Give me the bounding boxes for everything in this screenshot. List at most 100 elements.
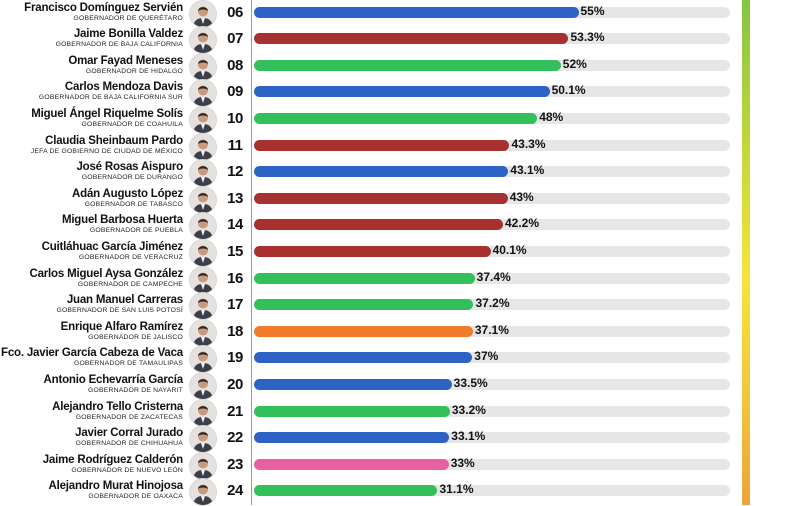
ranking-row: Omar Fayad Meneses GOBERNADOR DE HIDALGO 0…	[0, 53, 800, 81]
rank-number: 22	[227, 429, 243, 447]
ranking-row: Fco. Javier García Cabeza de Vaca GOBERNA…	[0, 346, 800, 373]
value-label: 37.2%	[475, 296, 510, 311]
value-label: 31.1%	[439, 482, 474, 497]
governor-name: Miguel Ángel Riquelme Solís	[31, 107, 183, 120]
rank-number: 16	[227, 269, 243, 287]
governor-name: Claudia Sheinbaum Pardo	[45, 134, 183, 147]
governor-name: Carlos Mendoza Davis	[64, 81, 183, 94]
value-label: 43.3%	[511, 136, 546, 151]
governor-name: Fco. Javier García Cabeza de Vaca	[1, 347, 183, 360]
ranking-row: Juan Manuel Carreras GOBERNADOR DE SAN LU…	[0, 293, 800, 320]
rank-number: 19	[227, 349, 243, 367]
approval-bar	[254, 6, 579, 18]
ranking-row: Miguel Barbosa Huerta GOBERNADOR DE PUEBL…	[0, 213, 800, 240]
governor-role: GOBERNADOR DE ZACATECAS	[75, 413, 183, 421]
governor-name: Miguel Barbosa Huerta	[61, 214, 183, 227]
governor-name: Adán Augusto López	[72, 187, 183, 200]
approval-bar	[254, 352, 473, 364]
approval-bar	[254, 245, 491, 257]
bar-track	[254, 352, 730, 364]
governor-name: Jaime Rodríguez Calderón	[42, 453, 183, 466]
avatar	[190, 160, 216, 187]
rank-number: 15	[227, 242, 243, 260]
avatar	[190, 186, 216, 213]
ranking-row: Miguel Ángel Riquelme Solís GOBERNADOR DE…	[0, 106, 800, 134]
governor-name: Cuitláhuac García Jiménez	[41, 240, 184, 253]
governor-role: GOBERNADOR DE PUEBLA	[89, 227, 183, 235]
rank-number: 23	[227, 455, 243, 473]
governor-role: JEFA DE GOBIERNO DE CIUDAD DE MÉXICO	[30, 147, 183, 155]
approval-bar	[254, 405, 450, 417]
value-label: 40.1%	[492, 242, 527, 257]
governor-role: GOBERNADOR DE BAJA CALIFORNIA SUR	[38, 94, 183, 102]
rank-number: 21	[227, 402, 243, 420]
value-label: 33.2%	[451, 402, 486, 417]
avatar	[190, 426, 216, 453]
rank-number: 18	[227, 322, 243, 340]
rank-number: 12	[227, 163, 243, 181]
ranking-row: Carlos Miguel Aysa González GOBERNADOR DE…	[0, 266, 800, 294]
value-label: 43.1%	[510, 163, 545, 178]
color-scale-strip	[742, 0, 750, 505]
bar-track	[254, 378, 730, 390]
approval-bar	[254, 272, 475, 284]
governor-name: Javier Corral Jurado	[75, 427, 183, 440]
governor-role: GOBERNADOR DE VERACRUZ	[78, 253, 183, 261]
governor-role: GOBERNADOR DE CAMPECHE	[77, 280, 183, 288]
ranking-row: Antonio Echevarría García GOBERNADOR DE N…	[0, 372, 800, 400]
rank-number: 13	[227, 189, 243, 207]
rank-number: 09	[227, 83, 243, 101]
governor-name: Alejandro Tello Cristerna	[52, 400, 183, 413]
value-label: 33.1%	[451, 429, 486, 444]
avatar	[190, 372, 216, 399]
approval-bar	[254, 112, 538, 124]
avatar	[190, 452, 216, 479]
avatar	[190, 0, 216, 27]
avatar	[190, 80, 216, 107]
ranking-row: Alejandro Tello Cristerna GOBERNADOR DE Z…	[0, 399, 800, 427]
avatar	[190, 399, 216, 426]
rank-number: 17	[227, 296, 243, 314]
governor-role: GOBERNADOR DE CHIHUAHUA	[75, 440, 183, 448]
ranking-row: Enrique Alfaro Ramírez GOBERNADOR DE JALI…	[0, 319, 800, 347]
ranking-row: Alejandro Murat Hinojosa GOBERNADOR DE OA…	[0, 479, 800, 506]
governor-role: GOBERNADOR DE NAYARIT	[88, 386, 183, 394]
governor-role: GOBERNADOR DE OAXACA	[88, 493, 183, 501]
bar-track	[254, 485, 730, 497]
value-label: 37%	[474, 349, 499, 364]
ranking-row: Carlos Mendoza Davis GOBERNADOR DE BAJA C…	[0, 80, 800, 107]
governor-role: GOBERNADOR DE HIDALGO	[85, 67, 183, 75]
value-label: 50.1%	[551, 83, 586, 98]
bar-track	[254, 272, 730, 284]
avatar	[190, 133, 216, 160]
governor-role: GOBERNADOR DE SAN LUIS POTOSÍ	[56, 307, 183, 315]
value-label: 42.2%	[504, 216, 539, 231]
governor-role: GOBERNADOR DE COAHUILA	[81, 120, 183, 128]
value-label: 37.1%	[474, 322, 509, 337]
avatar	[190, 346, 216, 373]
avatar	[190, 479, 216, 506]
governor-name: Jaime Bonilla Valdez	[73, 28, 183, 41]
axis-divider-line	[251, 0, 252, 505]
ranking-row: Claudia Sheinbaum Pardo JEFA DE GOBIERNO …	[0, 133, 800, 161]
avatar	[190, 53, 216, 80]
value-label: 55%	[580, 3, 605, 18]
bar-track	[254, 458, 730, 470]
value-label: 33.5%	[453, 375, 488, 390]
rank-number: 24	[227, 482, 243, 500]
bar-track	[254, 432, 730, 444]
approval-bar	[254, 325, 473, 337]
rank-number: 11	[227, 136, 243, 154]
rank-number: 20	[227, 375, 243, 393]
avatar	[190, 27, 216, 54]
ranking-row: Javier Corral Jurado GOBERNADOR DE CHIHUA…	[0, 426, 800, 453]
rank-number: 08	[227, 56, 243, 74]
ranking-row: Francisco Domínguez Servién GOBERNADOR DE…	[0, 0, 800, 28]
governor-name: José Rosas Aispuro	[76, 161, 183, 174]
value-label: 52%	[562, 56, 587, 71]
approval-bar	[254, 86, 550, 98]
rank-number: 10	[227, 109, 243, 127]
value-label: 33%	[450, 455, 475, 470]
ranking-row: Adán Augusto López GOBERNADOR DE TABASCO 1…	[0, 186, 800, 214]
approval-bar	[254, 432, 450, 444]
